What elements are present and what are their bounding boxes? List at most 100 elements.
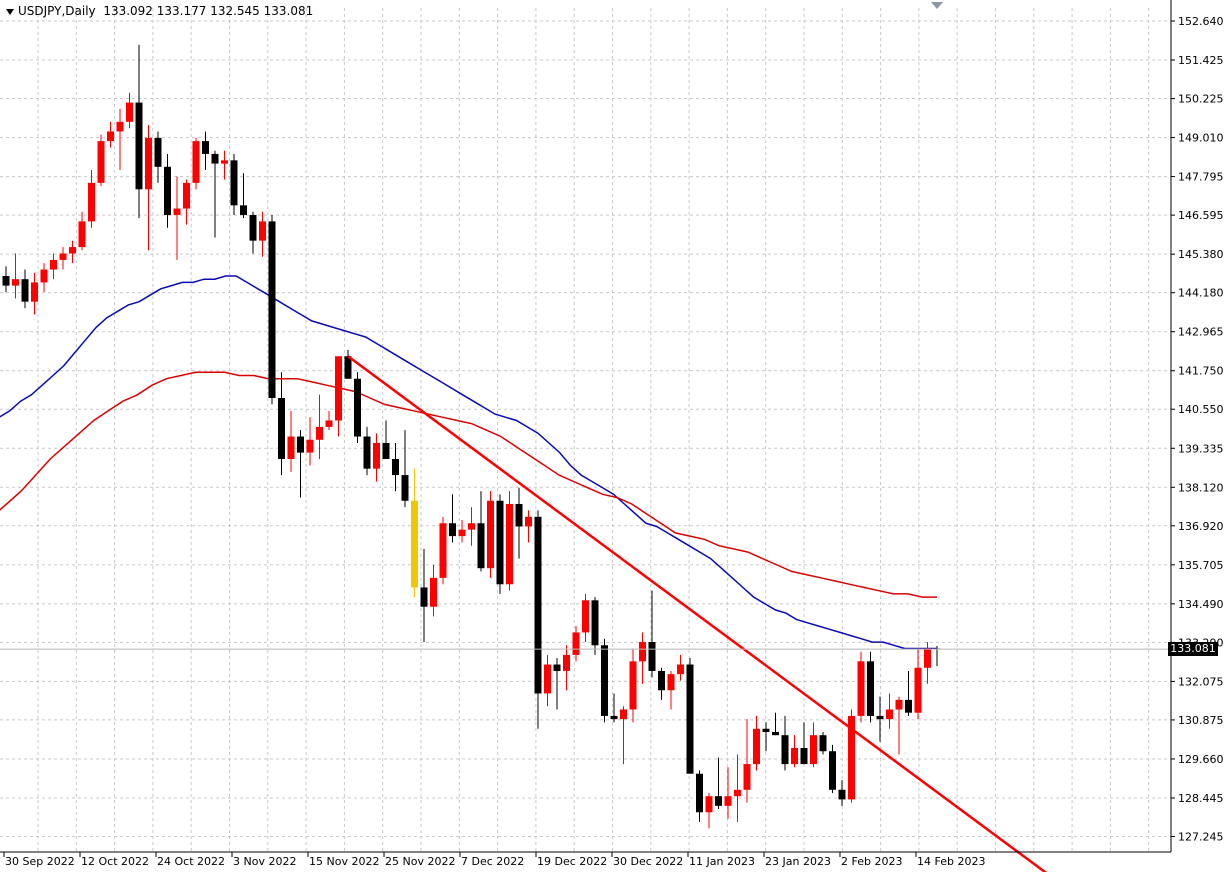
candle-body xyxy=(69,247,76,254)
moving-average-blue-line xyxy=(0,275,937,650)
candle xyxy=(88,170,95,228)
candle-body xyxy=(202,141,209,154)
candle-body xyxy=(344,356,352,379)
candle xyxy=(59,247,67,270)
candle-body xyxy=(658,670,665,691)
candle-body xyxy=(914,667,922,713)
candle xyxy=(639,632,646,684)
candle-body xyxy=(211,153,219,164)
shift-marker-icon[interactable] xyxy=(931,2,943,9)
candle xyxy=(515,487,523,559)
candle xyxy=(572,626,580,662)
candle-body xyxy=(458,529,466,537)
candle-body xyxy=(572,632,580,655)
price-axis[interactable]: 152.640 151.425 150.225 149.010 147.795 146.5… xyxy=(1171,15,1224,844)
candle-body xyxy=(857,661,865,716)
candle-body xyxy=(306,439,314,453)
time-tick-label: 2 Feb 2023 xyxy=(841,855,902,868)
price-tick-label: 152.640 xyxy=(1178,15,1224,28)
candle-body xyxy=(819,735,827,752)
candle-body xyxy=(363,436,371,469)
candle xyxy=(2,266,10,293)
moving-average-blue xyxy=(0,275,937,650)
candle-body xyxy=(439,523,447,578)
candle-body xyxy=(88,182,95,222)
time-tick-label: 23 Jan 2023 xyxy=(765,855,831,868)
time-axis[interactable]: 30 Sep 2022 12 Oct 2022 24 Oct 2022 3 Nov 2… xyxy=(3,852,985,868)
candle xyxy=(69,240,76,264)
candle xyxy=(477,491,485,572)
candle-body xyxy=(496,500,504,585)
candle-body xyxy=(411,500,418,588)
dropdown-triangle-icon[interactable] xyxy=(6,8,14,15)
candle xyxy=(591,597,599,655)
candle-body xyxy=(629,661,637,710)
candle xyxy=(876,696,884,742)
candle-body xyxy=(126,102,133,122)
time-tick-label: 14 Feb 2023 xyxy=(917,855,985,868)
price-tick-label: 130.875 xyxy=(1178,714,1224,727)
candle xyxy=(50,253,57,280)
candle xyxy=(838,780,846,806)
candle-body xyxy=(240,205,247,215)
candle-body xyxy=(154,137,162,167)
candle xyxy=(449,494,456,543)
candle-body xyxy=(268,221,276,399)
candle xyxy=(610,693,618,723)
chart-header: USDJPY,Daily 133.092 133.177 132.545 133… xyxy=(6,4,313,18)
candle-body xyxy=(78,221,86,248)
candle xyxy=(430,564,437,617)
candle-body xyxy=(743,764,751,790)
ohlc-values: 133.092 133.177 132.545 133.081 xyxy=(103,4,314,18)
candle-body xyxy=(544,664,551,694)
time-tick-label: 11 Jan 2023 xyxy=(689,855,755,868)
price-tick-label: 139.335 xyxy=(1178,442,1224,455)
grid-lines xyxy=(0,8,1171,852)
candle-body xyxy=(354,378,361,437)
candle-body xyxy=(905,699,912,713)
candle xyxy=(810,722,817,768)
candle-body xyxy=(895,699,903,710)
candle xyxy=(382,420,390,460)
price-tick-label: 138.120 xyxy=(1178,481,1224,494)
candle xyxy=(677,654,684,681)
candle xyxy=(420,548,428,643)
candle-body xyxy=(230,160,238,206)
candle-body xyxy=(705,796,713,813)
candle-body xyxy=(534,516,542,694)
candle xyxy=(363,426,371,476)
candle-body xyxy=(762,728,770,732)
candle xyxy=(183,179,190,225)
candle-body xyxy=(297,436,304,453)
candle-body xyxy=(97,141,105,183)
candle xyxy=(268,214,276,405)
moving-average-red xyxy=(0,371,937,598)
price-tick-label: 145.380 xyxy=(1178,248,1224,261)
candle-body xyxy=(620,709,627,720)
candle-body xyxy=(430,577,437,607)
candle-body xyxy=(601,645,608,716)
candle-body xyxy=(648,642,656,671)
price-tick-label: 128.445 xyxy=(1178,792,1224,805)
candle-body xyxy=(287,436,295,460)
candle xyxy=(12,253,19,299)
trendline[interactable] xyxy=(347,355,1052,877)
candle xyxy=(534,510,542,729)
candle xyxy=(648,590,656,678)
price-tick-label: 142.965 xyxy=(1178,326,1224,339)
chart-frame xyxy=(0,0,1172,853)
candle-body xyxy=(515,503,523,527)
candle xyxy=(601,638,608,723)
candle xyxy=(325,410,333,431)
candle xyxy=(905,670,912,716)
candle-body xyxy=(192,141,200,183)
time-tick-label: 25 Nov 2022 xyxy=(385,855,455,868)
time-tick-label: 24 Oct 2022 xyxy=(157,855,225,868)
price-tick-label: 149.010 xyxy=(1178,132,1224,145)
candle xyxy=(743,719,751,803)
price-tick-label: 150.225 xyxy=(1178,93,1224,106)
candle-body xyxy=(183,182,190,209)
candle-body xyxy=(487,500,494,569)
